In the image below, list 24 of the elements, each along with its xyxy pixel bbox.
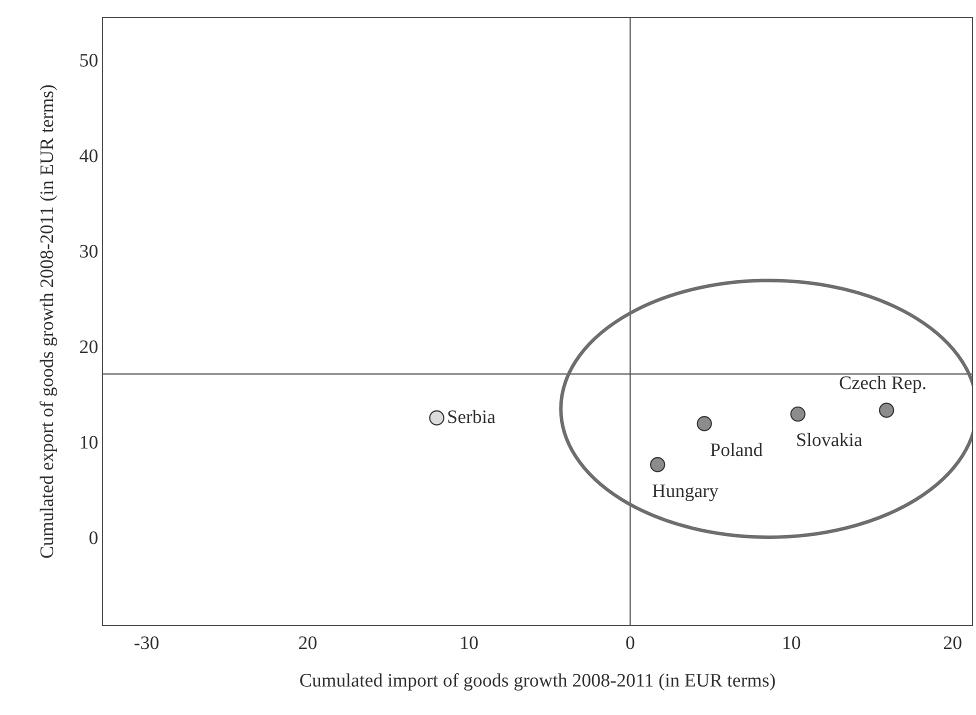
point [878,402,894,418]
annotation: Slovakia [796,430,864,451]
annotation: Czech Rep. [839,373,927,394]
y-tick-label: 30 [79,242,98,263]
x-tick-label: 20 [943,632,962,654]
y-tick-label: 50 [79,50,98,72]
y-tick-label: 40 [79,146,98,168]
point [429,410,444,426]
annotation: Serbia [447,407,496,428]
annotation: Hungary [652,481,719,502]
point [650,457,666,472]
x-axis-title: Cumulated import of goods growth 2008-2011 (in EUR terms) [299,670,776,692]
x-tick-label: 0 [625,632,635,654]
x-tick-label: 20 [298,632,318,654]
y-tick-label: 20 [79,336,98,358]
y-axis-title: Cumulated export of goods growth 2008-2011 (in EUR terms) [37,84,58,559]
y-tick-label: 0 [88,528,98,549]
x-tick-label: 10 [459,632,478,654]
annotation: Poland [710,440,764,461]
y-tick-label: 10 [79,432,98,454]
point [696,416,712,432]
x-tick-label: -30 [134,632,160,654]
x-tick-label: 10 [782,632,801,654]
point [790,406,806,422]
